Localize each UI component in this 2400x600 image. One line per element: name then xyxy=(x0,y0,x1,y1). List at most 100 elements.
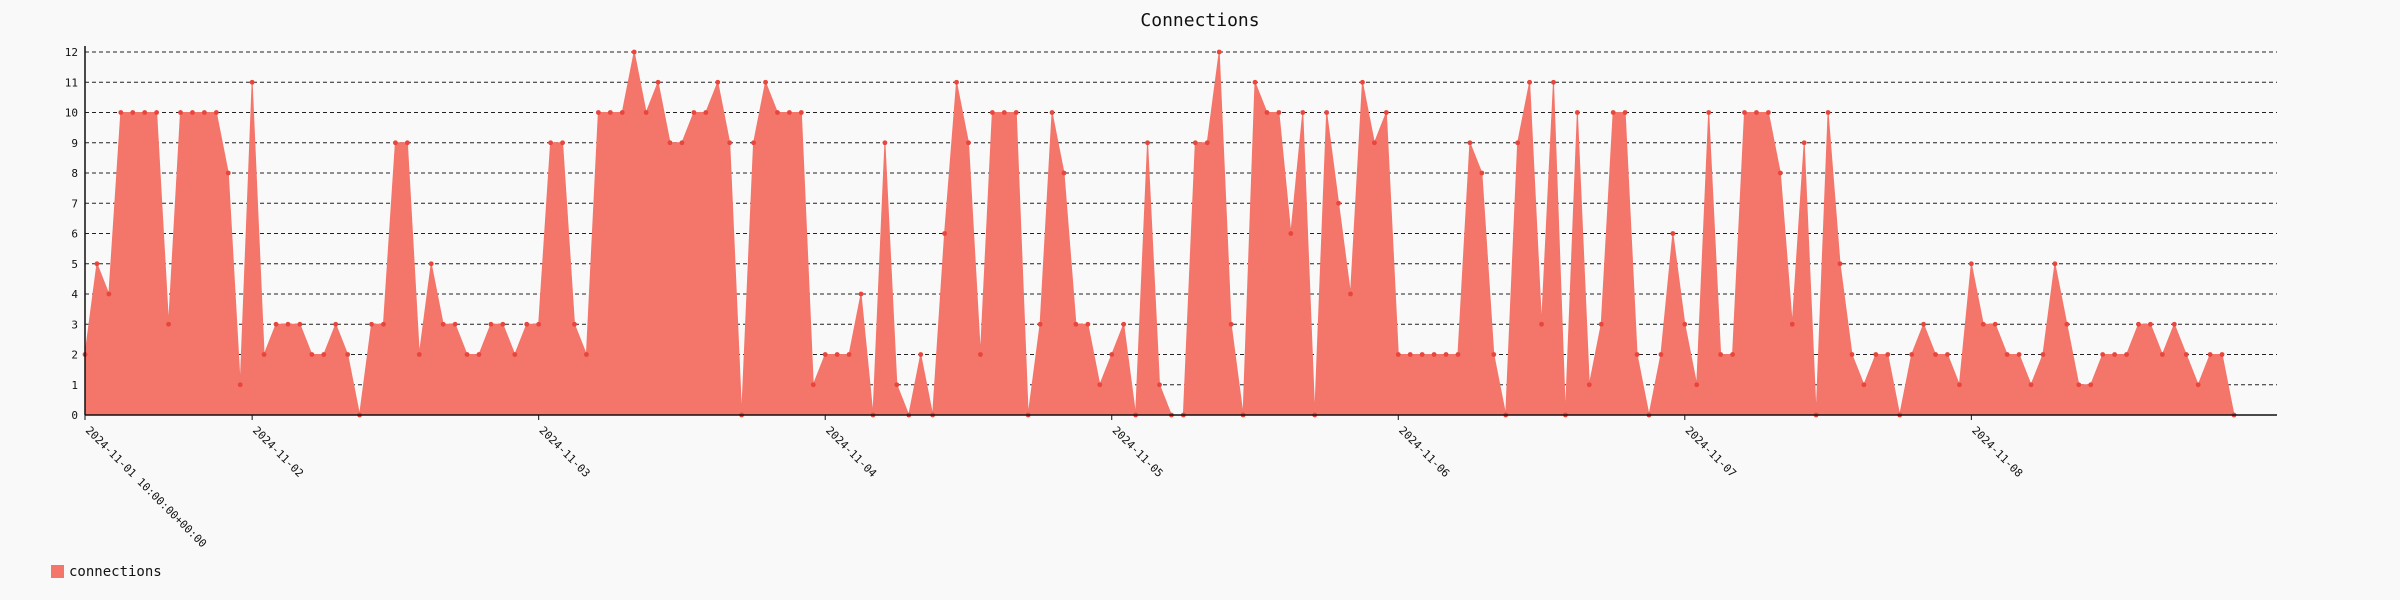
data-point xyxy=(464,352,470,357)
data-point xyxy=(404,140,410,146)
data-point xyxy=(428,261,434,267)
y-tick-label: 10 xyxy=(65,107,78,120)
data-point xyxy=(989,110,995,115)
data-point xyxy=(1395,352,1401,357)
data-point xyxy=(834,352,840,357)
x-tick-label: 2024-11-07 xyxy=(1683,424,1739,480)
data-point xyxy=(2064,321,2070,327)
data-point xyxy=(2207,352,2213,357)
data-point xyxy=(237,382,243,388)
data-point xyxy=(1742,110,1747,115)
data-point xyxy=(798,110,804,115)
data-point xyxy=(775,110,780,115)
data-point xyxy=(894,382,900,388)
data-point xyxy=(2171,321,2177,327)
data-point xyxy=(1061,170,1067,176)
chart-title: Connections xyxy=(1140,10,1259,31)
data-point xyxy=(655,79,661,85)
data-point xyxy=(1777,170,1783,176)
data-point xyxy=(548,140,554,146)
data-point xyxy=(1324,110,1330,115)
data-point xyxy=(1598,321,1604,327)
data-point xyxy=(369,321,374,327)
data-point xyxy=(1610,110,1616,115)
data-point xyxy=(595,110,601,115)
data-point xyxy=(1372,140,1377,146)
data-point xyxy=(524,321,530,327)
data-point xyxy=(1789,321,1795,327)
data-point xyxy=(1479,170,1485,176)
data-point xyxy=(1145,140,1150,146)
data-point xyxy=(1634,352,1640,357)
data-point xyxy=(966,140,971,146)
data-point xyxy=(1001,110,1007,115)
data-point xyxy=(1443,352,1449,357)
data-point xyxy=(1957,382,1962,388)
data-point xyxy=(679,140,685,146)
data-point xyxy=(2076,382,2082,388)
data-point xyxy=(1360,79,1365,85)
data-point xyxy=(1228,321,1234,327)
data-point xyxy=(1527,79,1533,85)
data-point xyxy=(2219,352,2225,357)
data-point xyxy=(213,110,219,115)
y-tick-label: 4 xyxy=(71,288,78,301)
data-point xyxy=(178,110,183,115)
x-tick-label: 2024-11-03 xyxy=(537,424,593,480)
data-point xyxy=(2195,382,2201,388)
data-point xyxy=(763,79,768,85)
legend-swatch-connections xyxy=(51,565,64,578)
data-point xyxy=(1157,382,1162,388)
x-tick-label: 2024-11-06 xyxy=(1396,424,1452,480)
data-point xyxy=(822,352,828,357)
data-point xyxy=(643,110,649,115)
x-tick-label: 2024-11-02 xyxy=(250,424,306,480)
data-point xyxy=(1574,110,1580,115)
data-point xyxy=(1825,110,1831,115)
data-point xyxy=(2183,352,2189,357)
data-point xyxy=(1658,352,1664,357)
data-point xyxy=(607,110,613,115)
data-point xyxy=(1300,110,1306,115)
y-tick-label: 1 xyxy=(71,379,78,392)
data-point xyxy=(1348,291,1353,297)
data-point xyxy=(2100,352,2106,357)
x-tick-label: 2024-11-01 10:00:00+00:00 xyxy=(83,424,209,550)
data-point xyxy=(393,140,398,146)
data-point xyxy=(381,321,386,327)
data-point xyxy=(1383,110,1389,115)
data-point xyxy=(715,79,721,85)
data-point xyxy=(273,321,279,327)
data-point xyxy=(225,170,231,176)
data-point xyxy=(978,352,983,357)
data-point xyxy=(1551,79,1556,85)
data-point xyxy=(1216,49,1222,55)
data-point xyxy=(1264,110,1270,115)
data-point xyxy=(954,79,959,85)
y-tick-label: 9 xyxy=(71,137,78,150)
data-point xyxy=(942,231,947,236)
data-point xyxy=(488,321,494,327)
data-point xyxy=(560,140,565,146)
data-point xyxy=(142,110,148,115)
data-point xyxy=(858,291,864,297)
data-point xyxy=(1706,110,1712,115)
data-point xyxy=(1049,110,1055,115)
data-point xyxy=(2136,321,2141,327)
data-point xyxy=(1455,352,1461,357)
data-point xyxy=(1837,261,1843,267)
data-point xyxy=(1431,352,1437,357)
data-point xyxy=(1885,352,1891,357)
data-point xyxy=(1121,321,1127,327)
data-point xyxy=(1336,200,1341,206)
data-point xyxy=(2112,352,2118,357)
data-point xyxy=(416,352,422,357)
data-point xyxy=(1276,110,1282,115)
data-point xyxy=(1849,352,1855,357)
data-point xyxy=(1073,321,1079,327)
data-point xyxy=(1670,231,1676,236)
data-points xyxy=(82,49,2237,418)
data-point xyxy=(130,110,136,115)
data-point xyxy=(1515,140,1521,146)
